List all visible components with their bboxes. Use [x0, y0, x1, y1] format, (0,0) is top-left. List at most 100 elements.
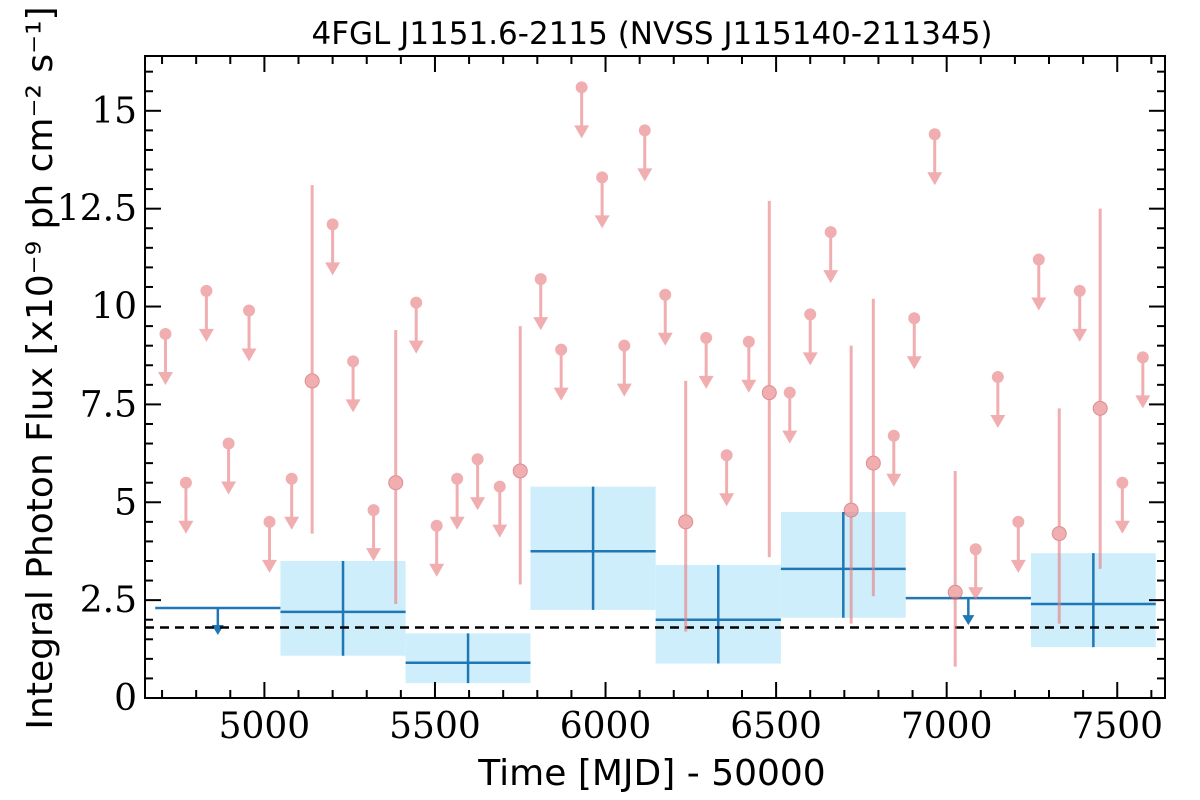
- short-bin-point: [1114, 476, 1130, 534]
- short-bin-point: [802, 308, 818, 366]
- short-bin-upper-limit-marker: [659, 288, 672, 301]
- short-bin-point: [325, 218, 341, 276]
- y-tick-label: 0: [114, 678, 137, 719]
- short-bin-point: [241, 304, 257, 362]
- short-bin-upper-limit-arrow: [429, 563, 445, 577]
- y-axis-label: Integral Photon Flux [x10⁻⁹ ph cm⁻² s⁻¹]: [20, 6, 61, 729]
- short-bin-upper-limit-arrow: [221, 481, 237, 495]
- short-bin-upper-limit-arrow: [366, 548, 382, 562]
- y-tick-label: 5: [114, 482, 137, 523]
- short-bin-point: [449, 472, 465, 530]
- short-bin-point: [637, 124, 653, 182]
- short-bin-upper-limit-marker: [326, 218, 339, 231]
- short-bin-upper-limit-arrow: [1010, 559, 1026, 573]
- short-bin-point: [843, 345, 859, 624]
- short-bin-flux-marker: [388, 475, 404, 491]
- short-bin-upper-limit-marker: [1116, 476, 1129, 489]
- short-bin-upper-limit-marker: [263, 515, 276, 528]
- short-bin-upper-limit-marker: [969, 543, 982, 556]
- short-bin-upper-limit-marker: [1012, 515, 1025, 528]
- short-bin-upper-limit-marker: [471, 453, 484, 466]
- y-tick-labels: 0 2.5 5 7.5 10 12.5 15: [57, 91, 137, 719]
- short-bin-point: [345, 355, 361, 413]
- short-bin-upper-limit-marker: [243, 304, 256, 317]
- short-bin-flux-marker: [843, 502, 859, 518]
- short-bin-upper-limit-marker: [347, 355, 360, 368]
- short-bin-point: [1031, 253, 1047, 311]
- short-bin-upper-limit-marker: [451, 472, 464, 485]
- x-tick-label: 5000: [219, 706, 311, 747]
- short-bin-upper-limit-arrow: [802, 352, 818, 366]
- short-bin-point: [594, 171, 610, 229]
- short-bin-point: [512, 326, 528, 585]
- x-tick-label: 7500: [1071, 706, 1163, 747]
- short-bin-point: [865, 298, 881, 597]
- short-bin-upper-limit-marker: [179, 476, 192, 489]
- short-bin-upper-limit-marker: [200, 284, 213, 297]
- short-bin-point: [533, 273, 549, 331]
- short-bin-upper-limit-arrow: [574, 125, 590, 139]
- short-bin-upper-limit-marker: [534, 273, 547, 286]
- short-bin-point: [366, 504, 382, 562]
- x-tick-label: 6500: [730, 706, 822, 747]
- short-bin-point: [574, 81, 590, 139]
- short-bin-upper-limit-marker: [222, 437, 235, 450]
- short-bin-upper-limit-marker: [720, 449, 733, 462]
- short-bin-upper-limit-marker: [824, 226, 837, 239]
- short-bin-upper-limit-marker: [285, 472, 298, 485]
- short-bin-upper-limit-marker: [618, 339, 631, 352]
- short-bin-upper-limit-arrow: [657, 332, 673, 346]
- short-bin-point: [1135, 351, 1151, 409]
- short-bin-upper-limit-marker: [410, 296, 423, 309]
- short-bin-point: [927, 128, 943, 186]
- short-bin-upper-limit-marker: [1136, 351, 1149, 364]
- short-bin-upper-limit-arrow: [906, 356, 922, 370]
- short-bin-upper-limit-arrow: [823, 270, 839, 284]
- short-bin-upper-limit-arrow: [449, 516, 465, 530]
- short-bin-upper-limit-arrow: [198, 328, 214, 342]
- short-bin-upper-limit-marker: [430, 519, 443, 532]
- short-bin-point: [157, 327, 173, 385]
- short-bin-flux-marker: [1092, 400, 1108, 416]
- short-bin-upper-limit-marker: [928, 128, 941, 141]
- short-bin-point: [1092, 208, 1108, 569]
- short-bin-upper-limit-marker: [638, 124, 651, 137]
- short-bin-point: [470, 453, 486, 511]
- short-bin-upper-limit-arrow: [1135, 395, 1151, 409]
- short-bin-upper-limit-arrow: [325, 262, 341, 276]
- chart-title: 4FGL J1151.6-2115 (NVSS J115140-211345): [311, 16, 992, 52]
- short-bin-point: [284, 472, 300, 530]
- short-bin-point: [616, 339, 632, 397]
- short-bin-upper-limit-marker: [367, 504, 380, 517]
- short-bin-upper-limit-marker: [555, 343, 568, 356]
- short-bin-upper-limit-arrow: [719, 493, 735, 507]
- short-bin-flux-marker: [761, 385, 777, 401]
- short-bin-upper-limit-marker: [991, 371, 1004, 383]
- short-bin-point: [782, 386, 798, 444]
- short-bin-upper-limit-marker: [575, 81, 588, 94]
- short-bin-upper-limit-arrow: [594, 215, 610, 229]
- short-bin-upper-limit-marker: [1073, 284, 1086, 297]
- short-bin-point: [553, 343, 569, 401]
- short-bin-markers: [157, 81, 1151, 667]
- x-tick-label: 6000: [560, 706, 652, 747]
- short-bin-point: [906, 312, 922, 370]
- short-bin-upper-limit-arrow: [990, 415, 1006, 428]
- short-bin-point: [1072, 284, 1088, 342]
- short-bin-upper-limit-arrow: [1031, 297, 1047, 311]
- short-bin-upper-limit-arrow: [698, 375, 714, 389]
- short-bin-upper-limit-marker: [1032, 253, 1045, 266]
- short-bin-point: [823, 226, 839, 284]
- short-bin-point: [719, 449, 735, 507]
- short-bin-upper-limit-marker: [783, 386, 796, 399]
- short-bin-upper-limit-arrow: [262, 559, 278, 573]
- short-bin-flux-marker: [947, 584, 963, 600]
- short-bin-point: [947, 470, 963, 667]
- y-tick-label: 10: [91, 287, 137, 328]
- short-bin-flux-marker: [678, 514, 694, 530]
- short-bin-point: [388, 330, 404, 605]
- short-bin-point: [741, 335, 757, 393]
- long-bin-upper-limit-arrow: [962, 615, 975, 626]
- axis-ticks: [145, 56, 1165, 699]
